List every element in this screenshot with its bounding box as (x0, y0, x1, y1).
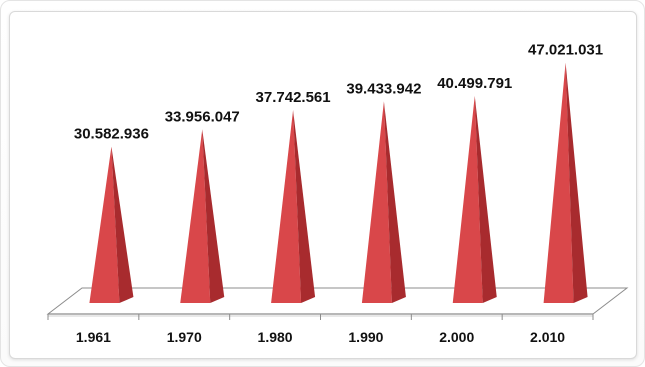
pyramid-front-face (271, 110, 302, 303)
x-tick-label: 1.980 (258, 329, 293, 345)
pyramid-side-face (474, 95, 497, 303)
pyramid-front-face (543, 62, 574, 303)
x-tick-label: 2.010 (530, 329, 565, 345)
pyramid-bar (452, 95, 497, 303)
data-label: 47.021.031 (528, 42, 603, 59)
pyramid-front-face (361, 101, 392, 303)
pyramid-front-face (452, 95, 483, 303)
pyramid-bar (543, 62, 588, 303)
pyramid-side-face (293, 110, 316, 303)
pyramid-bar (180, 129, 225, 303)
chart-floor (46, 287, 629, 315)
pyramid-front-face (180, 129, 211, 303)
pyramid-bar (271, 110, 316, 303)
x-tick-label: 1.961 (76, 329, 111, 345)
data-label: 37.742.561 (256, 89, 331, 106)
data-label: 33.956.047 (165, 108, 240, 125)
pyramid-front-face (89, 146, 120, 303)
pyramid-side-face (565, 62, 588, 303)
pyramid-bar (361, 101, 406, 303)
pyramid-side-face (202, 129, 225, 303)
data-label: 39.433.942 (346, 80, 421, 97)
pyramid-side-face (383, 101, 406, 303)
x-axis-ticks (47, 314, 594, 320)
x-tick-label: 2.000 (439, 329, 474, 345)
data-labels: 30.582.936 33.956.047 37.742.561 39.433.942… (74, 42, 603, 143)
pyramid-bar (89, 146, 134, 303)
pyramid-series (89, 62, 588, 303)
x-tick-label: 1.970 (167, 329, 202, 345)
data-label: 40.499.791 (437, 75, 512, 92)
data-label: 30.582.936 (74, 126, 149, 143)
pyramid-side-face (111, 146, 134, 303)
x-axis-tick-labels: 1.961 1.970 1.980 1.990 2.000 2.010 (76, 329, 565, 345)
x-tick-label: 1.990 (348, 329, 383, 345)
